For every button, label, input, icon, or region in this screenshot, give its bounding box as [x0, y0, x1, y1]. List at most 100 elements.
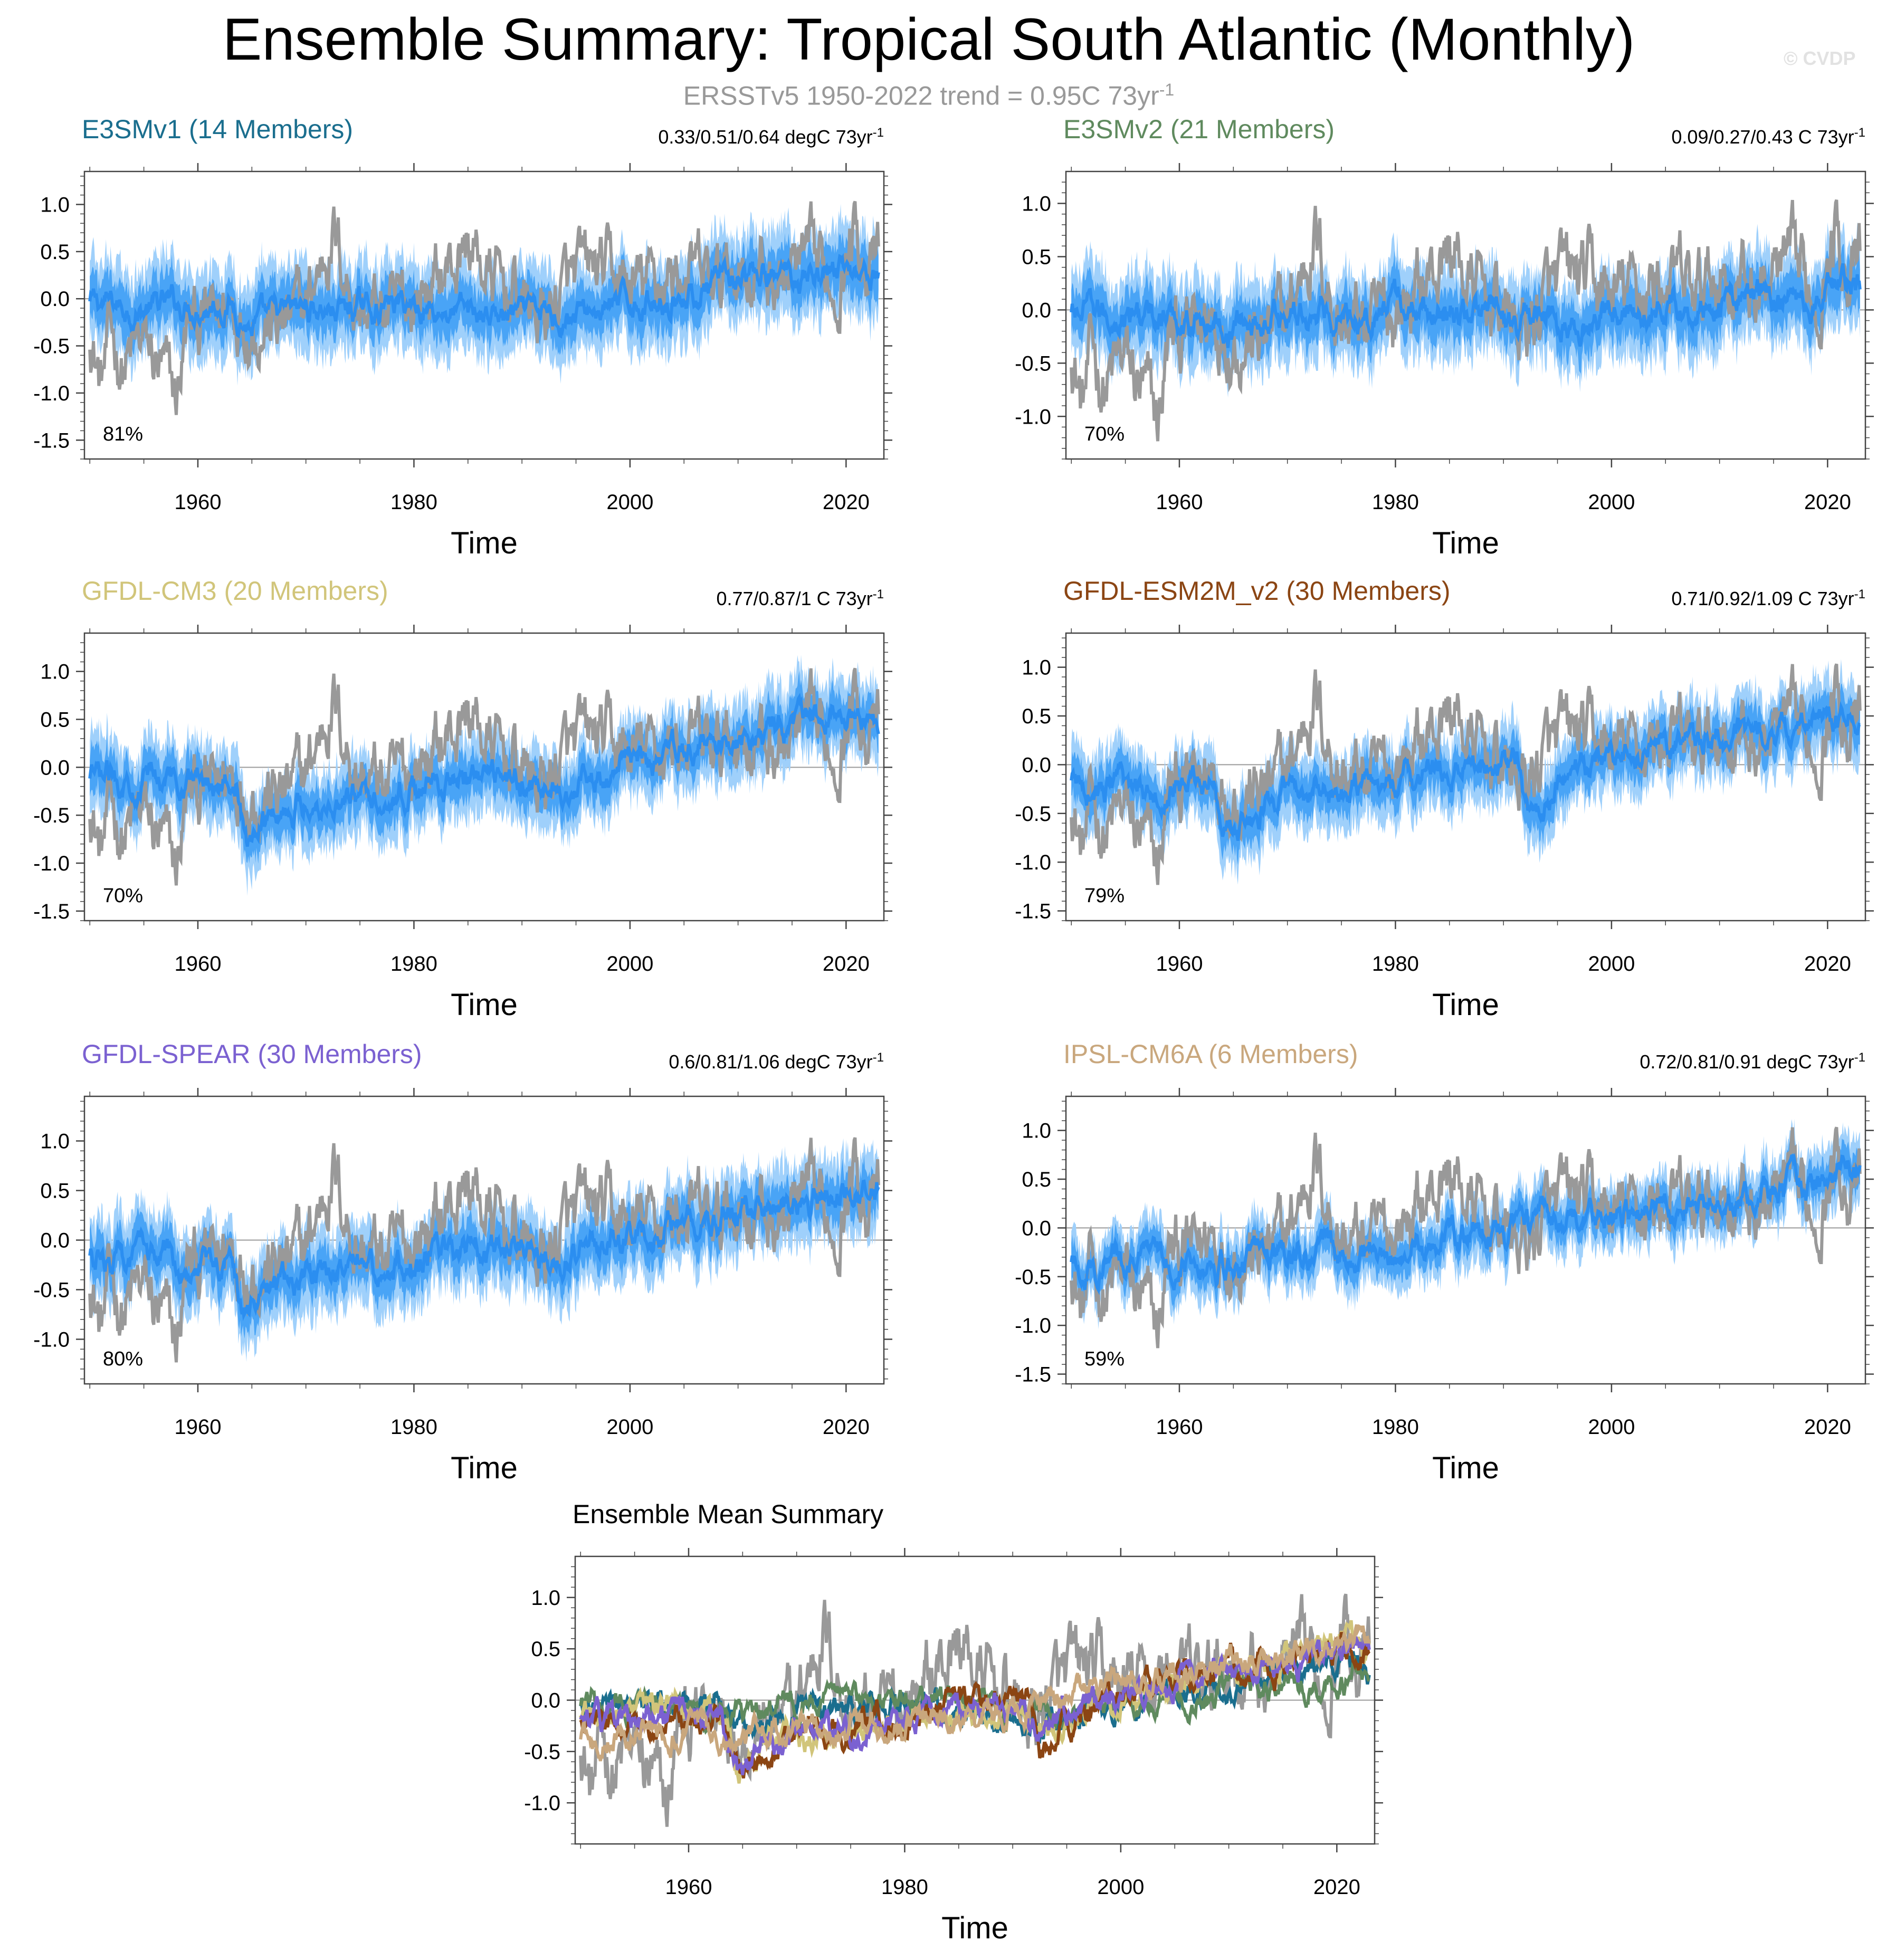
ensemble-mean-line	[88, 693, 880, 847]
x-axis-label: Time	[451, 1451, 518, 1485]
chart-panel-5: -1.0 -0.5 0.0 0.5 1.0 1960 1980 2000 2020 80%	[33, 1088, 892, 1439]
y-tick-label: -1.0	[1015, 1314, 1051, 1337]
panel-title: GFDL-ESM2M_v2 (30 Members)	[1063, 576, 1451, 606]
panel-trend-superscript: -1	[1854, 1050, 1865, 1065]
panel-trend-superscript: -1	[1854, 126, 1865, 140]
ensemble-spread-inner	[90, 1154, 879, 1339]
chart-panel-7: -1.0 -0.5 0.0 0.5 1.0 1960 1980 2000 2020	[524, 1548, 1383, 1899]
panel-trend-stat: 0.72/0.81/0.91 degC 73yr-1	[1390, 1046, 1865, 1074]
panel-trend-stat: 0.71/0.92/1.09 C 73yr-1	[1390, 583, 1865, 610]
x-axis-label: Time	[451, 526, 518, 560]
ensemble-mean-line	[88, 1179, 880, 1321]
x-tick-label: 1960	[174, 1416, 221, 1439]
x-tick-label: 1980	[390, 952, 437, 976]
chart-panel-6: -1.5 -1.0 -0.5 0.0 0.5 1.0 1960 1980 2000 2020 59%	[1015, 1088, 1874, 1439]
x-tick-label: 2020	[823, 491, 870, 514]
y-tick-label: 0.0	[40, 756, 70, 779]
ensemble-spread-inner	[1071, 244, 1860, 374]
panel-title: E3SMv1 (14 Members)	[82, 114, 354, 144]
chart-panel-2: -1.0 -0.5 0.0 0.5 1.0 1960 1980 2000 2020 70%	[1015, 163, 1874, 514]
observed-series-line	[1070, 1126, 1862, 1349]
plot-frame	[1065, 1095, 1866, 1385]
x-tick-label: 2000	[606, 1416, 653, 1439]
series-line-gfdl-esm2m-v2	[579, 1631, 1371, 1779]
x-axis-label: Time	[1432, 526, 1499, 560]
plot-frame	[1065, 632, 1866, 922]
y-tick-label: -1.0	[1015, 405, 1051, 428]
ensemble-mean-line	[88, 253, 880, 339]
figure-title: Ensemble Summary: Tropical South Atlanti…	[222, 6, 1635, 72]
x-tick-label: 1980	[1372, 491, 1419, 514]
x-tick-label: 2000	[1588, 491, 1635, 514]
figure-subtitle: ERSSTv5 1950-2022 trend = 0.95C 73yr-1	[0, 74, 1857, 112]
y-tick-label: 1.0	[531, 1586, 560, 1610]
plot-frame	[1065, 170, 1866, 460]
y-tick-label: 0.5	[40, 709, 70, 732]
x-tick-label: 1980	[390, 491, 437, 514]
y-tick-label: -1.0	[1015, 851, 1051, 874]
match-percent-label: 70%	[1084, 423, 1125, 445]
plot-area	[1066, 659, 1865, 885]
y-tick-label: 1.0	[1022, 193, 1051, 216]
x-tick-label: 2000	[1588, 1416, 1635, 1439]
panel-title: GFDL-CM3 (20 Members)	[82, 576, 388, 606]
x-tick-label: 1980	[881, 1876, 928, 1899]
y-tick-label: -1.0	[524, 1792, 560, 1815]
x-tick-label: 1960	[174, 952, 221, 976]
x-tick-label: 2020	[1804, 491, 1851, 514]
y-tick-label: 0.5	[531, 1638, 560, 1661]
panel-trend-text: 0.6/0.81/1.06 degC 73yr	[669, 1051, 873, 1073]
y-tick-label: -0.5	[1015, 352, 1051, 375]
y-tick-label: 1.0	[40, 194, 70, 217]
panel-trend-stat: 0.33/0.51/0.64 degC 73yr-1	[409, 121, 884, 149]
x-tick-label: 1960	[1156, 952, 1203, 976]
y-tick-label: -0.5	[33, 335, 70, 358]
y-tick-label: -1.5	[33, 900, 70, 923]
y-tick-label: -0.5	[1015, 1266, 1051, 1289]
plot-area	[1066, 1118, 1865, 1349]
y-tick-label: 0.5	[40, 1180, 70, 1203]
y-tick-label: 0.5	[1022, 245, 1051, 269]
x-tick-label: 1960	[665, 1876, 712, 1899]
x-tick-label: 1980	[1372, 1416, 1419, 1439]
x-tick-label: 1960	[1156, 1416, 1203, 1439]
x-tick-label: 2020	[1804, 952, 1851, 976]
plot-area	[575, 1593, 1375, 1827]
panel-trend-superscript: -1	[872, 1050, 884, 1065]
match-percent-label: 80%	[103, 1348, 143, 1370]
x-axis-label: Time	[941, 1911, 1008, 1945]
subtitle-text: ERSSTv5 1950-2022 trend = 0.95C 73yr	[683, 81, 1159, 111]
x-tick-label: 2020	[1804, 1416, 1851, 1439]
observed-series-line	[88, 667, 880, 886]
y-tick-label: 0.0	[1022, 299, 1051, 322]
x-tick-label: 2000	[1588, 952, 1635, 976]
y-tick-label: -0.5	[33, 804, 70, 827]
match-percent-label: 79%	[1084, 885, 1125, 907]
y-tick-label: -1.0	[33, 382, 70, 405]
ensemble-spread-inner	[1071, 683, 1860, 865]
plot-area	[1066, 199, 1865, 442]
observed-series-line	[88, 1137, 880, 1363]
panel-trend-superscript: -1	[872, 126, 884, 140]
x-tick-label: 2000	[606, 952, 653, 976]
panel-trend-stat: 0.6/0.81/1.06 degC 73yr-1	[409, 1046, 884, 1074]
y-tick-label: -1.5	[1015, 1363, 1051, 1387]
panel-trend-stat: 0.77/0.87/1 C 73yr-1	[409, 583, 884, 610]
chart-panel-1: -1.5 -1.0 -0.5 0.0 0.5 1.0 1960 1980 2000 2020 81%	[33, 163, 892, 514]
x-tick-label: 2020	[823, 1416, 870, 1439]
plot-area	[84, 200, 884, 415]
y-tick-label: -1.0	[33, 852, 70, 875]
y-tick-label: 1.0	[1022, 656, 1051, 680]
panel-trend-text: 0.77/0.87/1 C 73yr	[716, 588, 873, 609]
panel-title: Ensemble Mean Summary	[573, 1499, 884, 1529]
ensemble-spread-inner	[90, 232, 879, 357]
x-axis-label: Time	[1432, 1451, 1499, 1485]
panel-trend-text: 0.33/0.51/0.64 degC 73yr	[658, 126, 873, 148]
panel-trend-text: 0.09/0.27/0.43 C 73yr	[1671, 126, 1854, 148]
match-percent-label: 81%	[103, 423, 143, 445]
panel-trend-superscript: -1	[1854, 587, 1865, 601]
chart-panel-4: -1.5 -1.0 -0.5 0.0 0.5 1.0 1960 1980 2000 2020 79%	[1015, 625, 1874, 976]
x-tick-label: 2000	[606, 491, 653, 514]
x-tick-label: 1960	[174, 491, 221, 514]
